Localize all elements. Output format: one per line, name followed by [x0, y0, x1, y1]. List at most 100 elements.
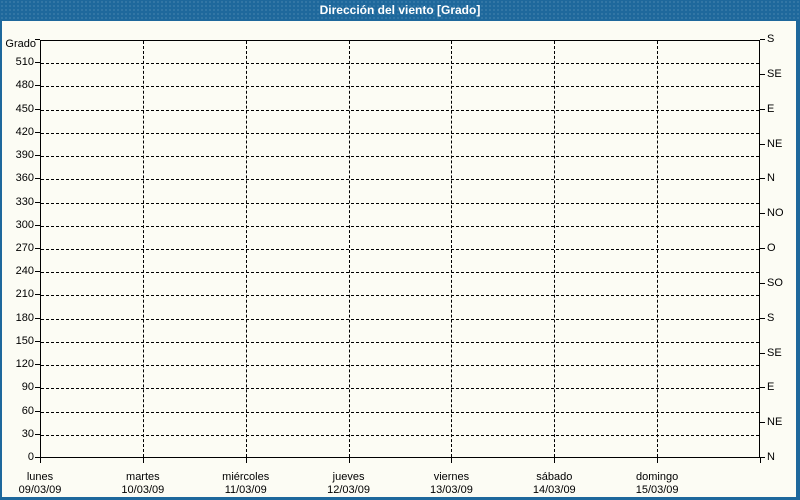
x-axis-label: viernes 13/03/09 [401, 471, 501, 497]
chart-title-bar: Dirección del viento [Grado] [0, 0, 800, 21]
y-axis-tick-right [760, 457, 765, 458]
x-axis-day: sábado [536, 471, 573, 483]
x-axis-date: 09/03/09 [18, 484, 62, 496]
gridline-horizontal [41, 109, 759, 111]
y-axis-tick-right [760, 108, 765, 110]
x-axis-day: miércoles [222, 471, 270, 483]
y-axis-tick-label: 90 [21, 381, 34, 394]
y-axis-tick-label: 150 [15, 334, 34, 347]
x-axis-tick [245, 458, 247, 463]
y-axis-tick-left [35, 108, 40, 110]
y-axis-tick-label: 120 [15, 358, 34, 371]
compass-label: N [767, 172, 775, 185]
x-axis-label: miércoles 11/03/09 [196, 471, 296, 497]
gridline-vertical [142, 41, 144, 457]
compass-label: SO [767, 276, 783, 289]
y-axis-tick-left [35, 387, 40, 389]
y-axis-tick-label: 390 [15, 149, 34, 162]
gridline-horizontal [41, 225, 759, 227]
y-axis-tick-label: 60 [21, 404, 34, 417]
y-axis-tick-left [35, 131, 40, 133]
gridline-horizontal [41, 411, 759, 413]
x-axis-tick [348, 458, 350, 463]
x-axis-date: 13/03/09 [430, 484, 473, 496]
gridline-horizontal [41, 341, 759, 343]
y-axis-tick-label: 480 [15, 79, 34, 92]
chart-area: Grado 0 30 60 90 120 150 180 210 240 270 300 330 360… [2, 21, 796, 497]
y-axis-tick-right [760, 248, 765, 249]
gridline-horizontal [41, 365, 759, 367]
y-axis-tick-label: 330 [15, 195, 34, 208]
x-axis-date: 15/03/09 [635, 484, 679, 496]
y-axis-tick-label: 360 [15, 172, 34, 185]
x-axis-tick [657, 458, 659, 463]
compass-label: E [767, 102, 775, 115]
compass-label: SE [767, 67, 782, 80]
compass-label: SE [767, 346, 782, 359]
x-axis-tick [40, 458, 41, 463]
gridline-vertical [657, 41, 659, 457]
y-axis-tick-label: 450 [15, 102, 34, 115]
compass-label: NO [767, 207, 784, 220]
y-axis-tick-right [760, 387, 765, 389]
gridline-horizontal [41, 318, 759, 320]
y-axis-tick-left [35, 294, 40, 296]
compass-label: S [767, 311, 775, 324]
y-axis-tick-right [760, 422, 765, 424]
compass-label: NE [767, 137, 783, 150]
y-axis-tick-right [760, 73, 765, 75]
compass-label: E [767, 381, 775, 394]
y-axis-tick-right [760, 143, 765, 145]
x-axis-tick [554, 458, 556, 463]
gridline-horizontal [41, 388, 759, 390]
compass-label: O [767, 242, 776, 254]
y-axis-tick-left [35, 317, 40, 319]
y-axis-tick-label: 240 [15, 265, 34, 278]
gridline-horizontal [41, 202, 759, 204]
y-axis-tick-left [35, 85, 40, 87]
y-axis-tick-left [35, 364, 40, 366]
gridline-horizontal [41, 272, 759, 274]
compass-label: S [767, 33, 775, 45]
y-axis-tick-label: 210 [15, 288, 34, 301]
gridline-horizontal [41, 434, 759, 436]
x-axis-date: 12/03/09 [327, 484, 370, 496]
y-axis-tick-right [760, 178, 765, 180]
y-axis-tick-right [760, 213, 765, 215]
x-axis-label: domingo 15/03/09 [607, 471, 707, 497]
x-axis-day: jueves [332, 471, 365, 483]
x-axis-day: lunes [26, 471, 54, 483]
y-axis-tick-left [35, 155, 40, 157]
y-axis-tick-left [35, 410, 40, 412]
gridline-horizontal [41, 295, 759, 297]
chart-title: Dirección del viento [Grado] [319, 3, 481, 17]
x-axis-tick [142, 458, 144, 463]
x-axis-date: 11/03/09 [224, 484, 267, 496]
compass-label: N [767, 451, 775, 463]
compass-label: NE [767, 416, 783, 429]
x-axis-day: martes [126, 471, 160, 483]
gridline-horizontal [41, 156, 759, 158]
y-axis-tick-left [35, 248, 40, 249]
y-axis-tick-left [35, 62, 40, 64]
y-axis-tick-left [35, 271, 40, 273]
y-axis-tick-right [760, 317, 765, 319]
y-axis-tick-label: 510 [15, 56, 34, 69]
x-axis-day: domingo [636, 471, 679, 483]
x-axis-tick [451, 458, 453, 463]
gridline-vertical [451, 41, 453, 457]
x-axis-date: 14/03/09 [532, 484, 576, 496]
y-axis-tick-right [760, 282, 765, 284]
y-axis-tick-left [35, 457, 40, 458]
gridline-horizontal [41, 63, 759, 65]
y-axis-tick-label: 180 [15, 311, 34, 324]
gridline-horizontal [41, 179, 759, 181]
y-axis-tick-label: 270 [15, 242, 34, 254]
x-axis-date: 10/03/09 [121, 484, 165, 496]
x-axis-label: sábado 14/03/09 [504, 471, 604, 497]
y-axis-tick-label: 0 [27, 451, 34, 463]
gridline-vertical [554, 41, 556, 457]
gridline-horizontal [41, 249, 759, 250]
x-axis-tick [760, 458, 761, 463]
